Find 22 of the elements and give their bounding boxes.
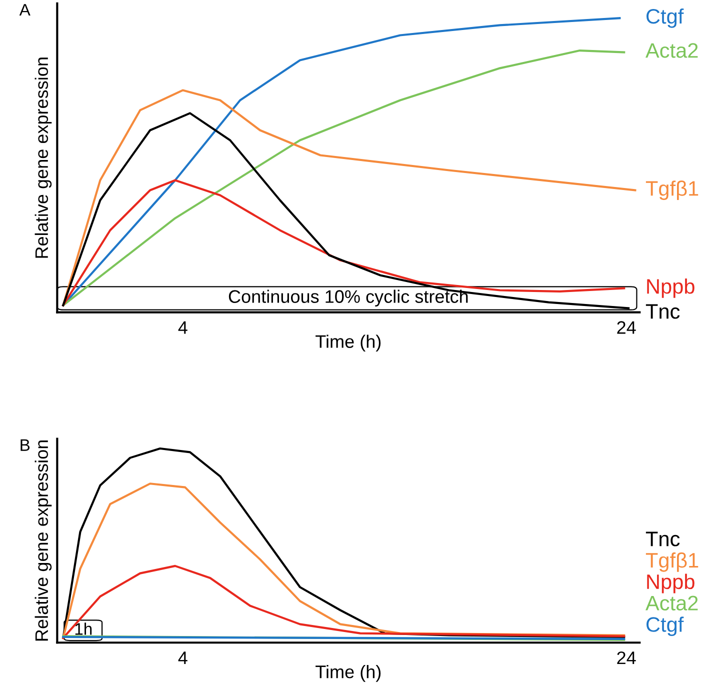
- y-axis-title: Relative gene expression: [34, 58, 52, 258]
- x-tick-label: 4: [178, 652, 188, 664]
- x-tick-label: 24: [617, 321, 636, 334]
- annotation: 1h: [75, 622, 92, 635]
- series-label: Nppb: [647, 278, 694, 298]
- series-label: Ctgf: [646, 616, 684, 636]
- series-label: Ctgf: [646, 8, 684, 28]
- series-label: Tgfβ1: [646, 180, 698, 200]
- text: Nppb: [647, 574, 694, 594]
- series-label: Acta2: [646, 596, 698, 611]
- chart-title: A: [19, 4, 30, 16]
- y-axis-title: Relative gene expression: [34, 440, 52, 641]
- x-tick-label: 4: [178, 321, 188, 334]
- series-label: Acta2: [646, 43, 698, 58]
- series-label: Tnc: [646, 304, 680, 319]
- annotation: Continuous 10% cyclic stretch: [228, 290, 468, 307]
- x-tick-label: 24: [617, 651, 636, 664]
- text: Tgfβ1: [646, 552, 698, 572]
- x-axis-title: Time (h): [316, 334, 381, 352]
- x-axis-title: Time (h): [316, 665, 381, 682]
- chart-title: B: [20, 439, 30, 451]
- text: Tnc: [646, 532, 680, 546]
